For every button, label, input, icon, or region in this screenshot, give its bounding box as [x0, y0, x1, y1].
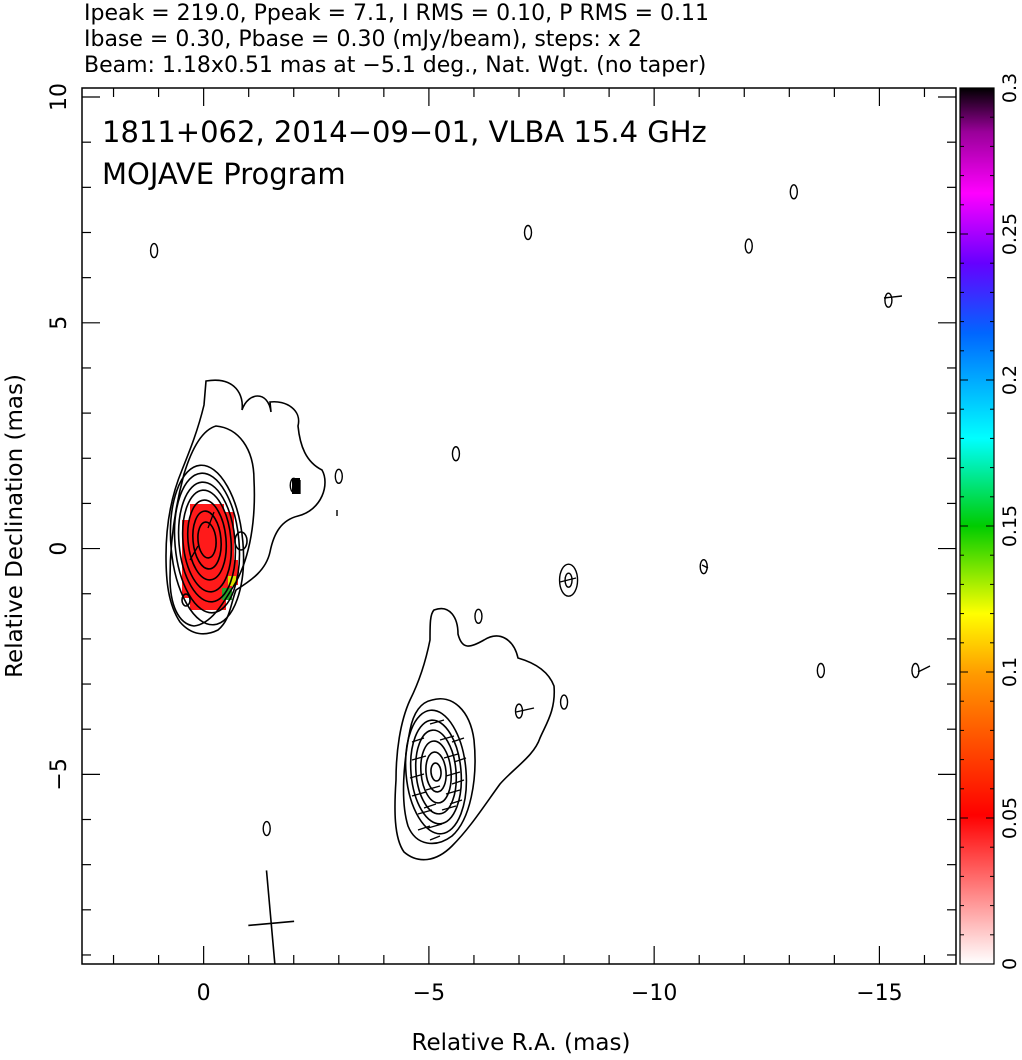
noise-island-contour: [289, 477, 298, 494]
noise-island-contour: [559, 694, 569, 710]
noise-island-contour: [149, 242, 159, 259]
header-line-3: Beam: 1.18x0.51 mas at −5.1 deg., Nat. W…: [84, 53, 706, 78]
colorbar-tick-label: 0: [999, 958, 1021, 970]
noise-island-contour: [334, 468, 343, 485]
noise-island-contour: [474, 608, 483, 625]
core-contours: [165, 379, 326, 635]
noise-island-contour: [911, 662, 920, 679]
x-tick-label: 0: [197, 981, 211, 1006]
x-tick-label: −15: [856, 981, 902, 1006]
y-tick-labels: 10 5 0 −5: [47, 83, 72, 791]
noise-island-contour: [884, 292, 893, 308]
colorbar-tick-label: 0.25: [999, 213, 1021, 255]
x-axis-label: Relative R.A. (mas): [412, 1030, 631, 1056]
y-tick-label: 10: [47, 83, 72, 111]
noise-island-contour: [789, 184, 799, 200]
x-tick-label: −10: [631, 981, 677, 1006]
noise-island-contour: [451, 446, 461, 462]
noise-island-contour: [699, 558, 708, 575]
colorbar-tick-label: 0.3: [999, 73, 1021, 103]
header-line-1: Ipeak = 219.0, Ppeak = 7.1, I RMS = 0.10…: [84, 1, 709, 26]
colorbar-tick-label: 0.2: [999, 365, 1021, 395]
noise-island-contour: [262, 820, 271, 837]
y-tick-label: 0: [47, 542, 72, 556]
noise-island-contour: [744, 238, 753, 254]
noise-islands: [149, 184, 920, 837]
axis-ticks: [82, 88, 956, 964]
map-content: [149, 184, 931, 964]
program-label: MOJAVE Program: [102, 157, 346, 191]
jet-knot-contours: [394, 607, 556, 861]
colorbar-tick-label: 0.05: [999, 797, 1021, 839]
restoring-beam: [248, 870, 295, 964]
core-companion-patch: [292, 478, 300, 494]
colorbar-ticks: 0 0.05 0.1 0.15 0.2 0.25 0.3: [960, 73, 1021, 970]
beam-minor-axis: [248, 920, 295, 927]
y-axis-label: Relative Declination (mas): [2, 374, 28, 678]
header-line-2: Ibase = 0.30, Pbase = 0.30 (mJy/beam), s…: [84, 27, 642, 52]
x-tick-labels: 0 −5 −10 −15: [197, 981, 903, 1006]
noise-island-contour: [558, 563, 579, 597]
y-tick-label: −5: [47, 758, 72, 790]
colorbar-tick-label: 0.15: [999, 505, 1021, 547]
polarization-vectors: [189, 480, 467, 841]
misc-contours: [336, 295, 931, 713]
noise-island-contour: [816, 662, 826, 679]
noise-island-contour: [523, 224, 533, 241]
source-label: 1811+062, 2014−09−01, VLBA 15.4 GHz: [102, 115, 707, 149]
colorbar-tick-label: 0.1: [999, 657, 1021, 687]
x-tick-label: −5: [413, 981, 445, 1006]
y-tick-label: 5: [47, 316, 72, 330]
